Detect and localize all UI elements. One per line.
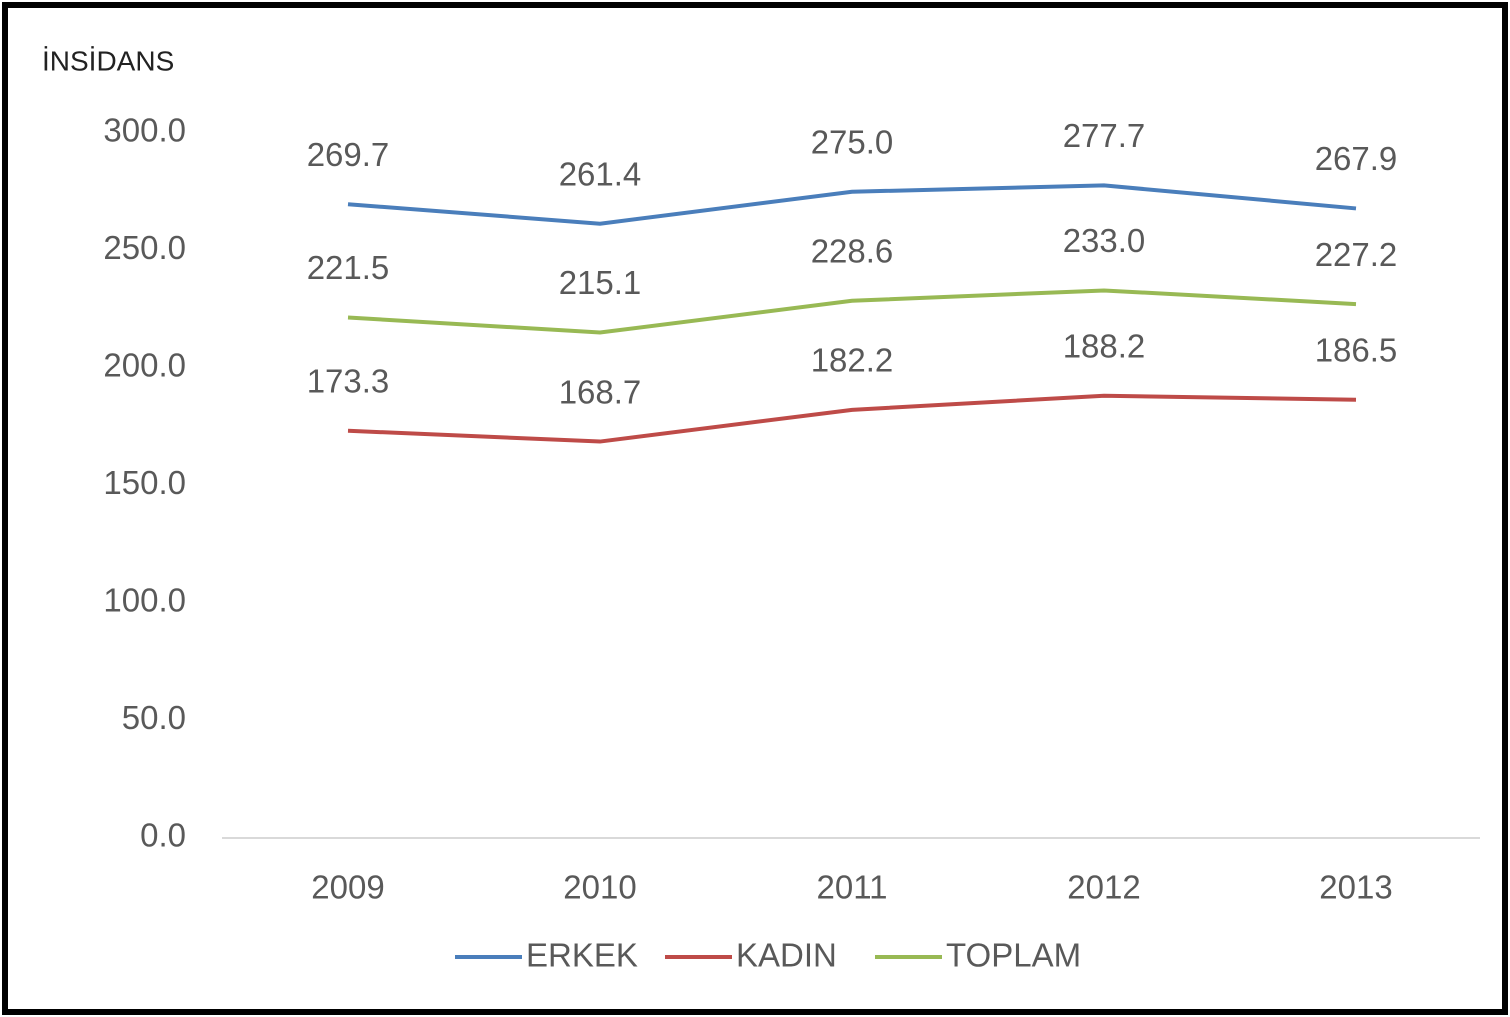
x-tick-label: 2012: [1067, 869, 1140, 906]
data-label: 277.7: [1063, 117, 1146, 154]
y-axis-label: İNSİDANS: [42, 45, 174, 76]
data-label: 215.1: [559, 264, 642, 301]
line: [347, 288, 1357, 335]
x-tick-label: 2011: [817, 869, 888, 906]
y-tick-label: 200.0: [103, 347, 186, 384]
y-tick-label: 100.0: [103, 582, 186, 619]
data-label: 228.6: [811, 233, 894, 270]
y-tick-label: 150.0: [103, 464, 186, 501]
legend-label: ERKEK: [526, 937, 638, 974]
data-label: 173.3: [307, 362, 390, 399]
data-label: 182.2: [811, 342, 894, 379]
data-label: 227.2: [1315, 236, 1398, 273]
data-label: 186.5: [1315, 331, 1398, 368]
data-label: 267.9: [1315, 140, 1398, 177]
x-tick-label: 2010: [563, 869, 636, 906]
data-label: 188.2: [1063, 327, 1146, 364]
y-tick-label: 300.0: [103, 112, 186, 149]
data-label: 233.0: [1063, 222, 1146, 259]
y-tick-label: 50.0: [122, 699, 186, 736]
line: [347, 393, 1357, 444]
line: [347, 183, 1357, 226]
data-label: 269.7: [307, 136, 390, 173]
data-label: 275.0: [811, 123, 894, 160]
data-label: 168.7: [559, 373, 642, 410]
legend-label: TOPLAM: [946, 937, 1081, 974]
data-label: 221.5: [307, 249, 390, 286]
data-label: 261.4: [559, 155, 642, 192]
legend-label: KADIN: [736, 937, 837, 974]
y-tick-label: 250.0: [103, 229, 186, 266]
x-tick-label: 2009: [311, 869, 384, 906]
y-tick-label: 0.0: [140, 817, 186, 854]
x-tick-label: 2013: [1319, 869, 1392, 906]
